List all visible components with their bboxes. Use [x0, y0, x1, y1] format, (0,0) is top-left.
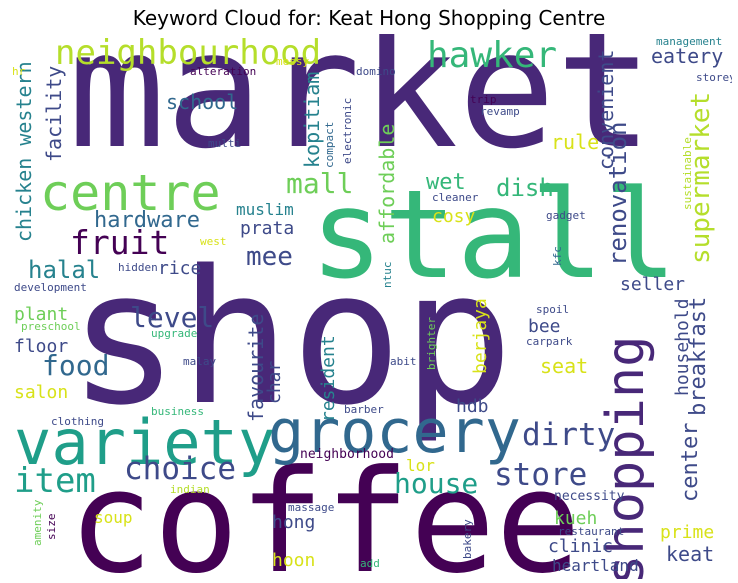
word-alteration: alteration [190, 65, 257, 78]
word-level: level [130, 301, 215, 334]
word-spoil: spoil [536, 303, 570, 316]
word-muslim: muslim [236, 200, 294, 219]
word-mall: mall [286, 167, 354, 200]
word-brighter: brighter [425, 317, 438, 370]
word-sustainable: sustainable [681, 137, 694, 210]
word-hong: hong [272, 512, 316, 533]
word-revamp: revamp [480, 105, 520, 118]
word-berjaya: berjaya [470, 298, 491, 374]
word-multi: multi [208, 137, 242, 150]
word-electronic: electronic [341, 97, 354, 164]
word-messy: messy [276, 55, 310, 68]
word-development: development [14, 281, 87, 294]
word-salon: salon [14, 382, 69, 403]
word-gadget: gadget [546, 209, 586, 222]
word-mee: mee [246, 242, 293, 272]
word-kueh: kueh [554, 508, 598, 529]
word-ntuc: ntuc [381, 261, 394, 289]
word-coffee: coffee [68, 440, 581, 580]
word-center: center [678, 422, 703, 502]
word-seat: seat [540, 354, 589, 378]
word-kfc: kfc [551, 246, 564, 266]
word-neighbourhood: neighbourhood [55, 34, 322, 73]
word-hidden: hidden [118, 261, 158, 274]
word-eatery: eatery [651, 44, 724, 68]
word-clothing: clothing [51, 415, 104, 428]
word-abit: abit [390, 355, 417, 368]
word-floor: floor [14, 336, 69, 357]
word-kopitiam: kopitiam [300, 71, 324, 168]
word-heartland: heartland [552, 556, 639, 575]
word-school: school [166, 90, 239, 114]
word-massage: massage [288, 501, 335, 514]
word-amenity: amenity [31, 499, 44, 546]
word-hardware: hardware [94, 208, 200, 233]
word-size: size [45, 513, 58, 541]
word-prata: prata [240, 218, 295, 239]
word-stall: stall [310, 164, 678, 306]
word-variety: variety [14, 406, 276, 479]
word-hawker: hawker [427, 35, 558, 76]
word-hoon: hoon [272, 550, 316, 571]
word-storey: storey [696, 71, 732, 84]
word-dish: dish [496, 174, 554, 202]
word-halal: halal [28, 256, 101, 284]
word-char: char [264, 360, 285, 404]
word-preschool: preschool [21, 320, 81, 333]
word-barber: barber [344, 403, 384, 416]
word-rule: rule [551, 130, 600, 154]
word-dirty: dirty [522, 417, 616, 453]
word-trip: trip [470, 93, 497, 106]
word-item: item [14, 461, 96, 501]
word-domino: domino [356, 65, 396, 78]
word-cleaner: cleaner [432, 191, 479, 204]
word-bakery: bakery [461, 519, 474, 559]
word-soup: soup [94, 508, 133, 527]
word-chicken-western: chicken western [12, 61, 36, 242]
word-prime: prime [660, 522, 715, 543]
word-cosy: cosy [432, 206, 476, 227]
word-resident: resident [318, 335, 339, 422]
word-market: market [68, 34, 654, 185]
word-centre: centre [40, 164, 221, 222]
word-indian: indian [170, 483, 210, 496]
word-neighborhood: neighborhood [300, 447, 394, 462]
word-compact: compact [323, 121, 336, 168]
word-wet: wet [426, 170, 466, 195]
word-shop: shop [68, 230, 514, 446]
word-management: management [656, 35, 723, 48]
word-choice: choice [124, 451, 236, 487]
word-business: business [151, 405, 204, 418]
word-west: west [200, 235, 227, 248]
word-upgrade: upgrade [151, 327, 198, 340]
word-seller: seller [620, 274, 686, 295]
word-house: house [394, 467, 479, 500]
word-carpark: carpark [526, 335, 573, 348]
word-necessity: necessity [554, 489, 625, 504]
word-food: food [42, 349, 110, 382]
word-lor: lor [406, 456, 435, 475]
word-affordable: affordable [375, 123, 399, 244]
word-favourite: favourite [244, 313, 268, 422]
word-grocery: grocery [268, 397, 521, 467]
chart-title: Keyword Cloud for: Keat Hong Shopping Ce… [132, 6, 606, 30]
word-add: add [360, 557, 380, 570]
word-store: store [494, 457, 588, 493]
word-keat: keat [666, 542, 715, 566]
word-rice: rice [158, 258, 202, 279]
word-fruit: fruit [70, 223, 170, 262]
word-cloud: market shop stall coffee variety grocery… [10, 34, 732, 579]
word-restaurant: restaurant [558, 525, 625, 538]
word-plant: plant [14, 304, 69, 325]
word-clinic: clinic [548, 536, 614, 557]
word-bee: bee [528, 316, 561, 337]
word-malay: malay [183, 355, 217, 368]
word-household: household [672, 298, 693, 396]
word-facility: facility [42, 65, 66, 162]
word-hr: hr [12, 65, 26, 78]
word-hdb: hdb [456, 396, 489, 417]
